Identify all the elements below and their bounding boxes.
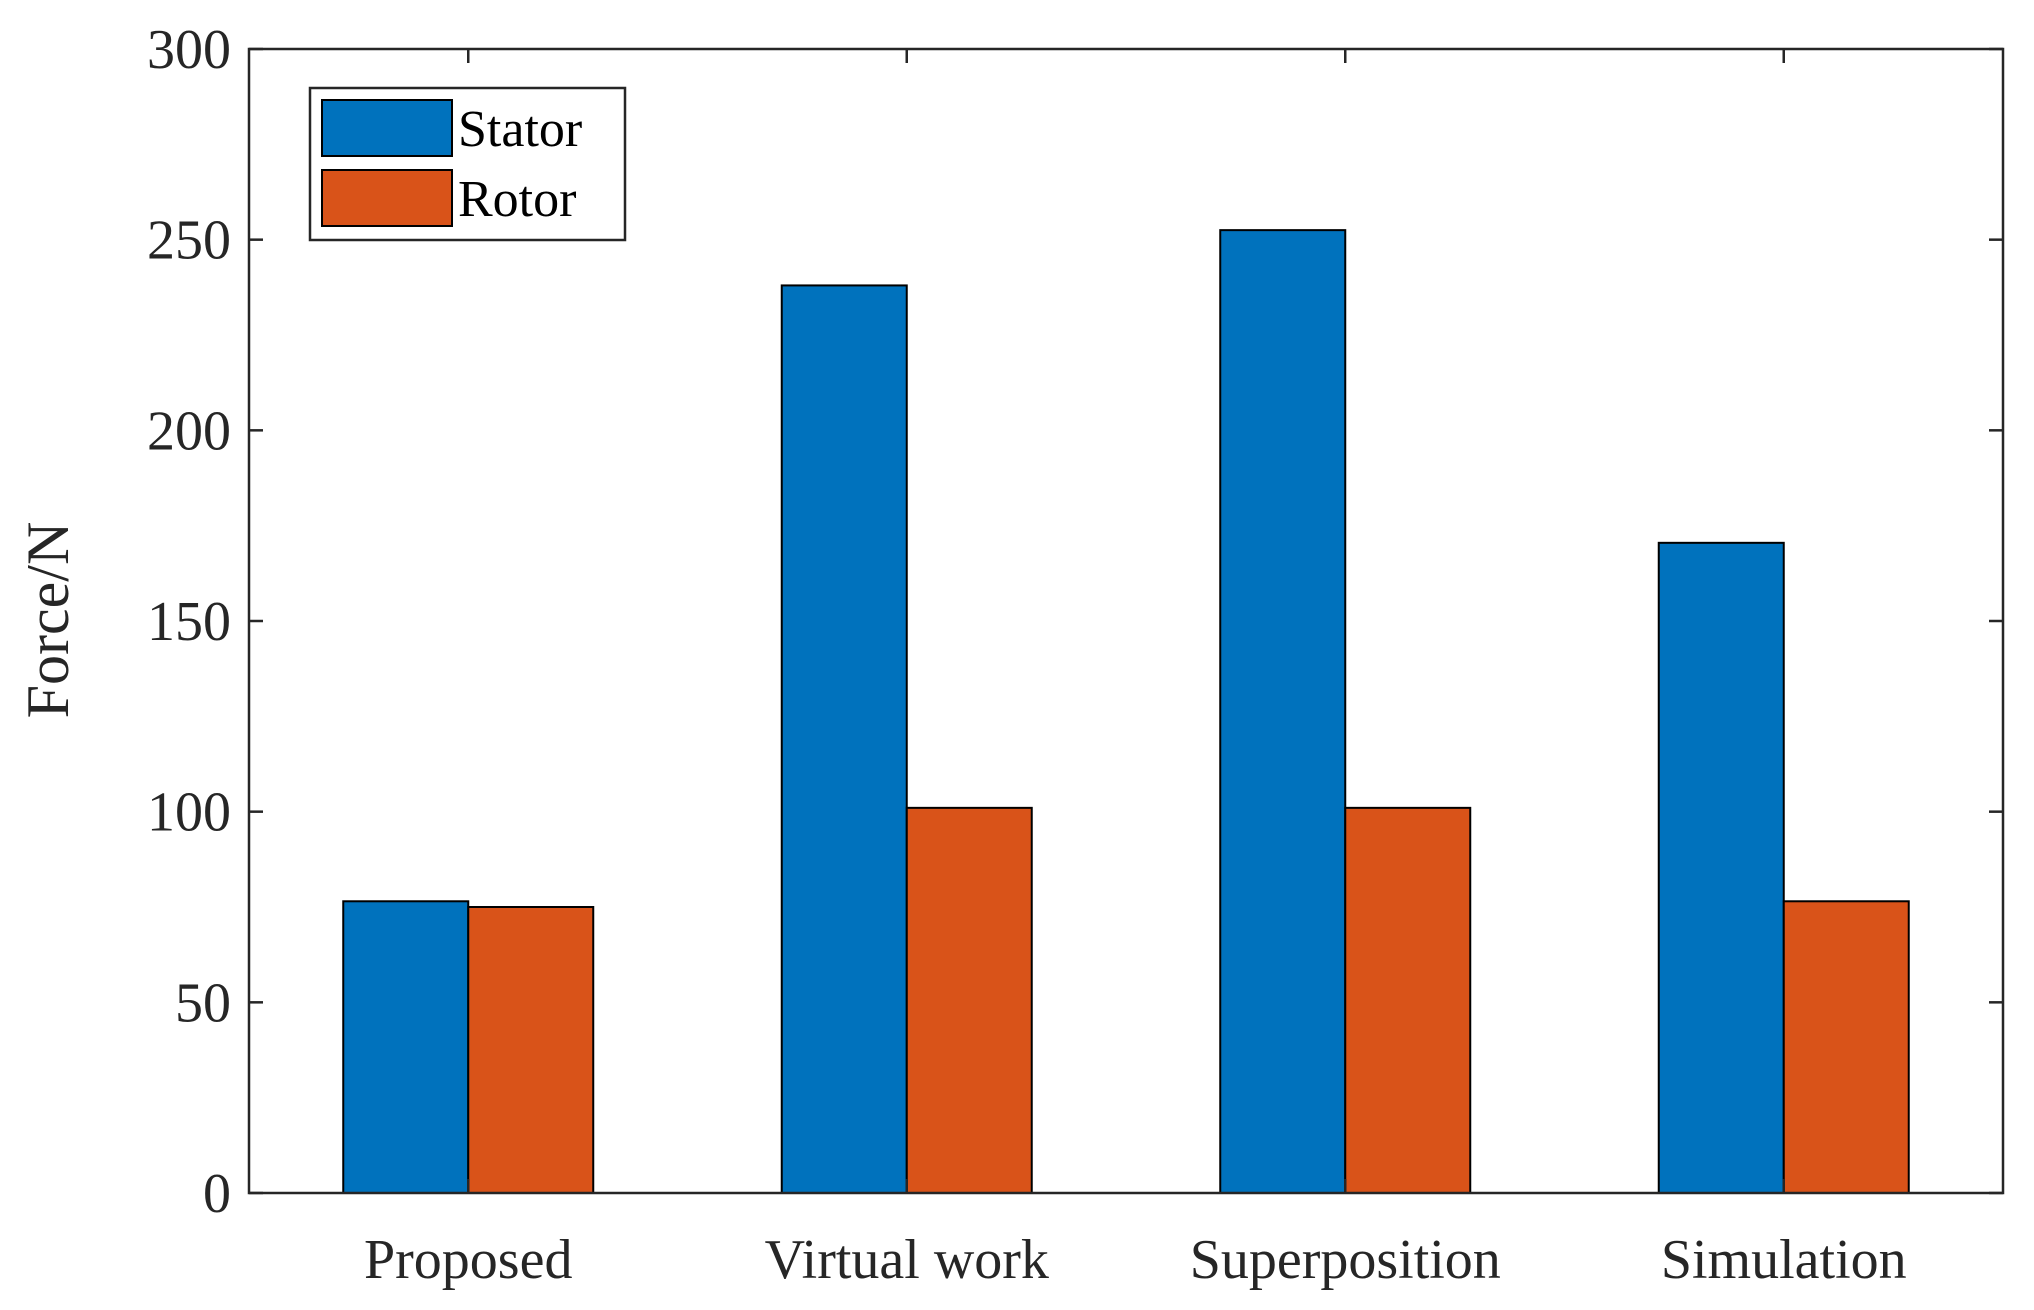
- bar-rotor-proposed: [467, 906, 595, 1194]
- legend-swatch-stator: [321, 99, 453, 157]
- bar-stator-virtual-work: [780, 284, 908, 1194]
- legend-label-rotor: Rotor: [458, 171, 576, 228]
- legend-label-stator: Stator: [458, 101, 582, 158]
- x-tick-label-virtual-work: Virtual work: [765, 1229, 1049, 1291]
- legend: Stator Rotor: [308, 86, 627, 242]
- y-tick-labels: 0 50 100 150 200 250 300: [147, 19, 231, 1225]
- bar-stator-superposition: [1219, 229, 1347, 1194]
- y-tick-label-50: 50: [175, 972, 231, 1034]
- x-tick-label-superposition: Superposition: [1190, 1229, 1501, 1291]
- legend-swatch-rotor: [321, 169, 453, 227]
- y-tick-label-100: 100: [147, 782, 231, 844]
- y-tick-label-250: 250: [147, 210, 231, 272]
- axes-group: [247, 47, 2005, 1195]
- bar-stator-proposed: [342, 900, 470, 1195]
- bar-stator-simulation: [1657, 541, 1785, 1194]
- x-tick-label-simulation: Simulation: [1661, 1229, 1907, 1291]
- bars-group: [342, 229, 1910, 1195]
- bar-rotor-simulation: [1782, 900, 1910, 1195]
- y-axis-title: Force/N: [15, 522, 81, 719]
- bar-rotor-superposition: [1344, 806, 1472, 1194]
- bar-rotor-virtual-work: [905, 806, 1033, 1194]
- y-tick-label-300: 300: [147, 19, 231, 81]
- x-tick-label-proposed: Proposed: [364, 1229, 572, 1291]
- y-tick-label-0: 0: [203, 1163, 231, 1225]
- x-tick-labels: Proposed Virtual work Superposition Simulat…: [364, 1229, 1907, 1291]
- y-tick-label-150: 150: [147, 591, 231, 653]
- y-tick-label-200: 200: [147, 400, 231, 462]
